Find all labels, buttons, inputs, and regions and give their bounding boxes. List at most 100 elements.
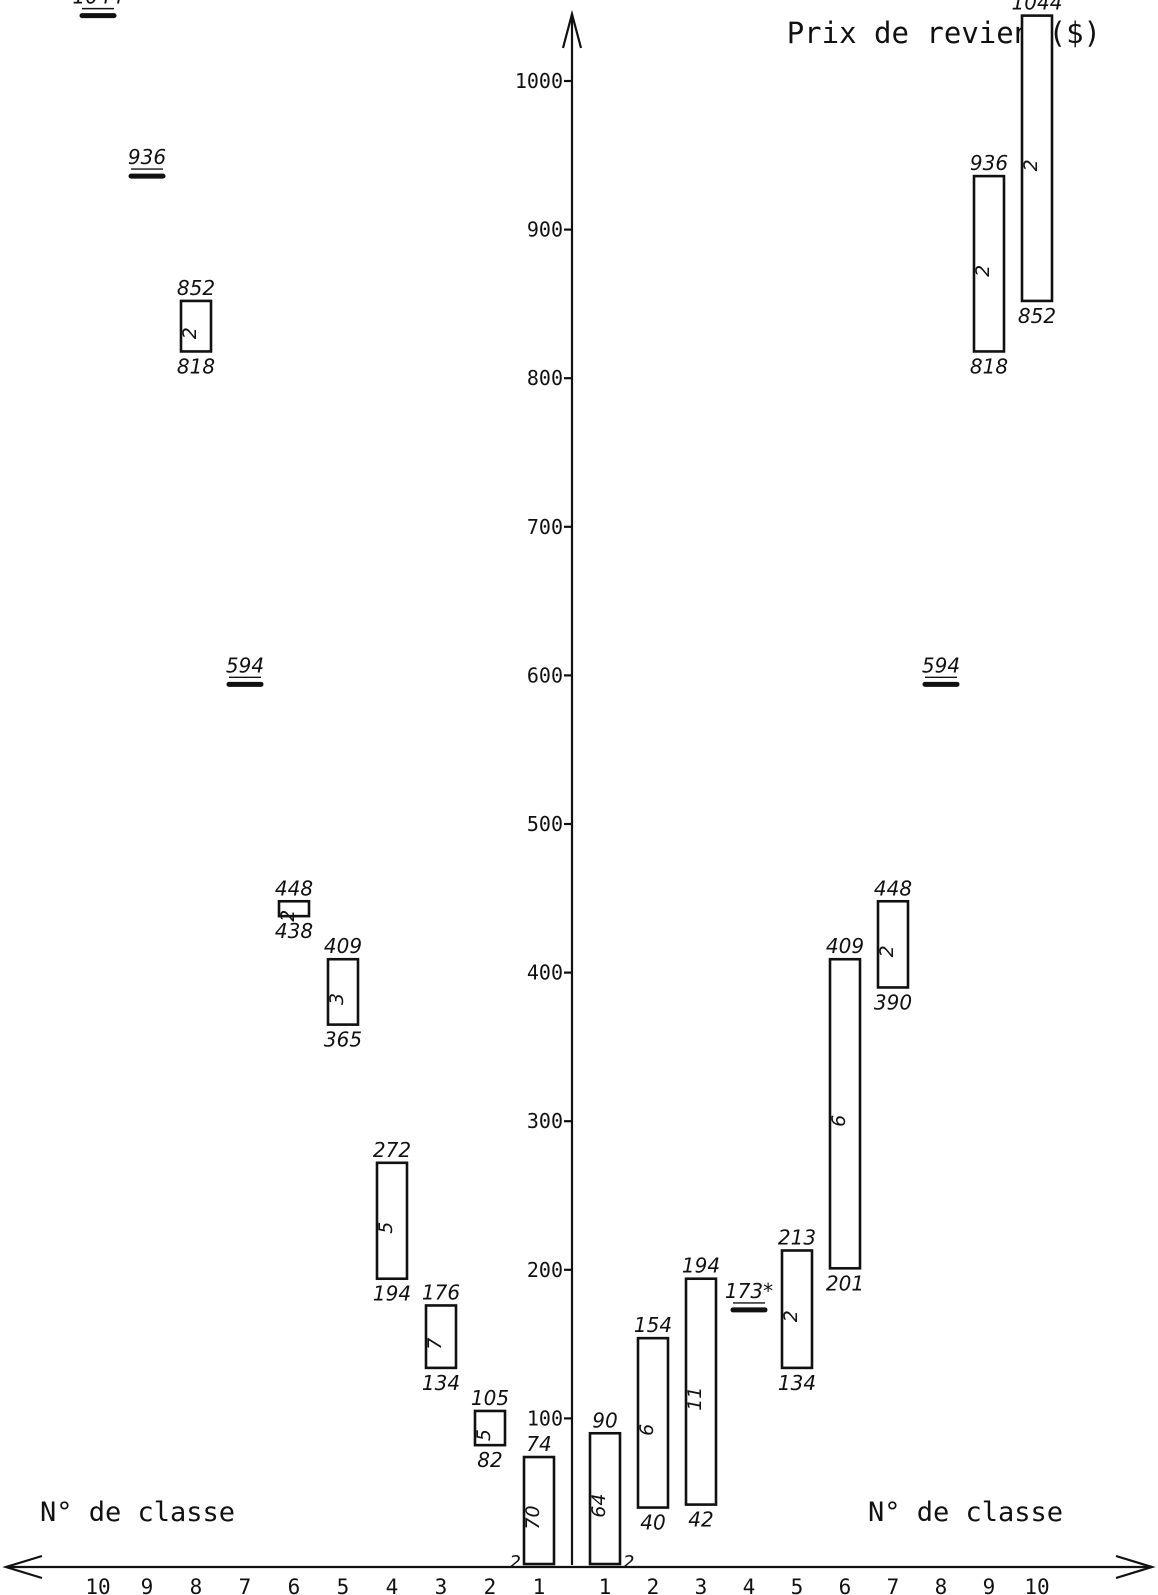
x-tick-label-left: 2 xyxy=(484,1575,497,1595)
value-label-high: 448 xyxy=(874,876,912,900)
value-label-low: 134 xyxy=(778,1371,816,1395)
x-tick-label-left: 7 xyxy=(239,1575,252,1595)
value-label-high: 409 xyxy=(826,934,864,958)
y-ticks-group: 100 200 300 400 500 600 700 800 900 1000 xyxy=(515,69,572,1430)
value-label-low: 40 xyxy=(640,1511,665,1535)
value-label-high: 594 xyxy=(226,653,264,677)
x-tick-label-right: 3 xyxy=(695,1575,708,1595)
value-label-high: 852 xyxy=(177,276,215,300)
value-label-high: 90 xyxy=(592,1408,617,1432)
x-tick-label-left: 9 xyxy=(141,1575,154,1595)
bar-count-label: 7 xyxy=(424,1338,446,1350)
value-label-high: 105 xyxy=(471,1386,509,1410)
y-tick-label: 500 xyxy=(527,812,563,836)
value-label-low: 82 xyxy=(477,1448,502,1472)
x-tick-label-right: 9 xyxy=(983,1575,996,1595)
value-label-high: 213 xyxy=(778,1225,816,1249)
value-label-low: 818 xyxy=(177,354,215,378)
value-label-high: 194 xyxy=(682,1254,720,1278)
range-bar xyxy=(876,899,910,989)
value-label-low: 42 xyxy=(688,1508,713,1532)
range-bar xyxy=(972,174,1006,353)
bar-count-label: 2 xyxy=(780,1310,802,1322)
value-label-low: 365 xyxy=(324,1028,362,1052)
value-label-high: 409 xyxy=(324,934,362,958)
x-tick-label-left: 6 xyxy=(288,1575,301,1595)
value-label-low: 2 xyxy=(510,1552,521,1573)
chart-axes xyxy=(2,9,1156,1580)
value-label-high: 176 xyxy=(422,1280,460,1304)
value-label-high: 154 xyxy=(634,1313,672,1337)
value-label-low: 438 xyxy=(275,919,313,943)
bar-count-label: 6 xyxy=(636,1424,658,1436)
x-tick-label-left: 4 xyxy=(386,1575,399,1595)
value-label-high: 936 xyxy=(970,151,1008,175)
y-axis-arrow xyxy=(561,9,583,49)
value-label-high: 1044 xyxy=(1012,0,1063,15)
y-tick-label: 900 xyxy=(527,218,563,242)
bar-count-label: 6 xyxy=(828,1115,850,1127)
range-bar xyxy=(375,1161,409,1281)
x-tick-label-right: 7 xyxy=(887,1575,900,1595)
value-label-high: 936 xyxy=(128,145,166,169)
value-label-low: 852 xyxy=(1018,304,1056,328)
value-label-high: 74 xyxy=(526,1432,551,1456)
bar-count-label: 5 xyxy=(473,1429,495,1441)
chart-title: Prix de revient($) xyxy=(787,16,1101,50)
value-label-high: 1044 xyxy=(73,0,124,9)
value-label-high: 594 xyxy=(922,653,960,677)
value-label-low: 818 xyxy=(970,354,1008,378)
y-tick-label: 800 xyxy=(527,366,563,390)
value-label-high: 173* xyxy=(725,1279,773,1303)
bar-count-label: 3 xyxy=(326,993,348,1005)
y-tick-label: 600 xyxy=(527,663,563,687)
value-label-low: 390 xyxy=(874,990,912,1014)
bar-count-label: 5 xyxy=(375,1222,397,1234)
x-tick-label-left: 5 xyxy=(337,1575,350,1595)
bars-group: 70 74 2 5 105 82 7 176 134 5 272 194 3 409 365 2 448 438 5… xyxy=(73,0,1063,1573)
range-bar xyxy=(326,957,360,1026)
bar-count-label: 2 xyxy=(277,910,299,922)
bar-count-label: 2 xyxy=(972,265,994,277)
x-axis-label-right: N° de classe xyxy=(868,1497,1063,1528)
x-tick-label-right: 2 xyxy=(647,1575,660,1595)
x-tick-label-left: 1 xyxy=(533,1575,546,1595)
range-bar xyxy=(636,1336,670,1509)
range-bar xyxy=(1020,14,1054,303)
y-tick-label: 300 xyxy=(527,1109,563,1133)
range-bar xyxy=(179,299,213,353)
y-tick-label: 700 xyxy=(527,515,563,539)
x-tick-label-right: 4 xyxy=(743,1575,756,1595)
value-label-high: 272 xyxy=(373,1138,411,1162)
y-tick-label: 200 xyxy=(527,1258,563,1282)
value-label-high: 448 xyxy=(275,876,313,900)
x-ticks-group: 10 9 8 7 6 5 4 3 2 1 1 2 3 4 5 6 7 8 9 10 xyxy=(85,1575,1049,1595)
x-axis-left-arrow xyxy=(2,1554,43,1580)
range-bar xyxy=(522,1455,556,1566)
bar-count-label: 64 xyxy=(588,1494,610,1518)
x-tick-label-left: 8 xyxy=(190,1575,203,1595)
x-tick-label-left: 10 xyxy=(85,1575,110,1595)
range-bar xyxy=(828,957,862,1270)
x-axis-right-arrow xyxy=(1115,1554,1156,1580)
x-tick-label-right: 8 xyxy=(935,1575,948,1595)
range-bar xyxy=(588,1431,622,1566)
range-bar xyxy=(780,1249,814,1370)
y-tick-label: 100 xyxy=(527,1406,563,1430)
x-tick-label-right: 1 xyxy=(599,1575,612,1595)
x-tick-label-left: 3 xyxy=(435,1575,448,1595)
x-tick-label-right: 6 xyxy=(839,1575,852,1595)
value-label-low: 134 xyxy=(422,1371,460,1395)
x-tick-label-right: 5 xyxy=(791,1575,804,1595)
value-label-low: 201 xyxy=(826,1271,864,1295)
bar-count-label: 70 xyxy=(522,1505,544,1529)
value-label-low: 2 xyxy=(623,1552,634,1573)
range-bar xyxy=(424,1304,458,1370)
value-label-low: 194 xyxy=(373,1282,411,1306)
x-tick-label-right: 10 xyxy=(1024,1575,1049,1595)
bar-count-label: 11 xyxy=(684,1387,706,1411)
y-tick-label: 1000 xyxy=(515,69,563,93)
range-bar xyxy=(684,1277,718,1506)
bar-count-label: 2 xyxy=(1020,159,1042,171)
